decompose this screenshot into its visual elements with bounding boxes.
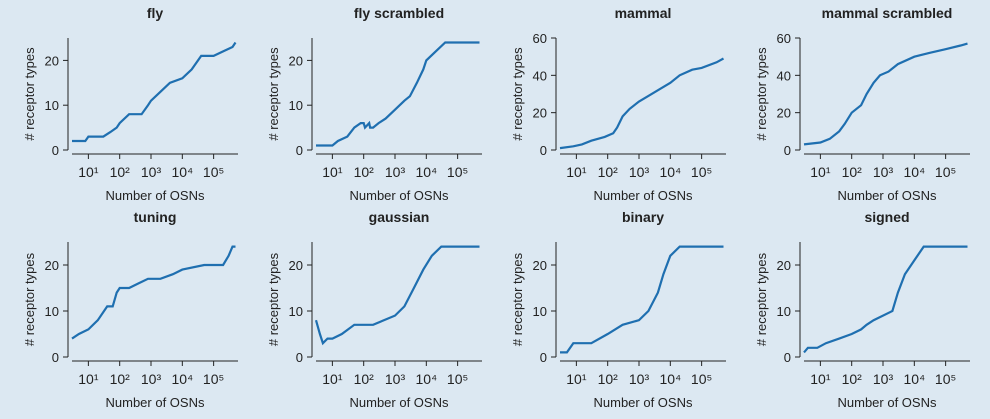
x-tick-label: 10¹ xyxy=(810,371,831,387)
x-tick-label: 10⁵ xyxy=(447,164,468,180)
x-axis-label: Number of OSNs xyxy=(106,395,205,410)
y-axis-label: # receptor types xyxy=(266,47,281,141)
x-tick-label: 10³ xyxy=(629,371,650,387)
y-axis-label: # receptor types xyxy=(22,47,37,141)
x-tick-label: 10² xyxy=(354,371,375,387)
x-tick-label: 10⁵ xyxy=(447,371,468,387)
x-tick-label: 10² xyxy=(598,371,619,387)
y-tick-label: 0 xyxy=(784,143,791,158)
y-axis-label: # receptor types xyxy=(754,252,769,346)
subplot-title: mammal xyxy=(615,5,672,21)
x-axis-label: Number of OSNs xyxy=(106,188,205,203)
x-tick-label: 10⁴ xyxy=(904,164,926,180)
x-tick-label: 10² xyxy=(354,164,375,180)
x-tick-label: 10⁵ xyxy=(691,371,712,387)
x-tick-label: 10⁴ xyxy=(416,371,438,387)
y-tick-label: 0 xyxy=(540,350,547,365)
x-tick-label: 10¹ xyxy=(78,371,99,387)
y-axis-label: # receptor types xyxy=(510,47,525,141)
subplot-title: mammal scrambled xyxy=(822,5,953,21)
data-line xyxy=(71,245,236,340)
y-axis-label: # receptor types xyxy=(22,252,37,346)
y-tick-label: 10 xyxy=(533,304,547,319)
y-tick-label: 10 xyxy=(45,304,59,319)
subplot-title: tuning xyxy=(134,209,177,225)
x-tick-label: 10⁴ xyxy=(172,371,194,387)
y-tick-label: 10 xyxy=(45,98,59,113)
y-tick-label: 20 xyxy=(45,53,59,68)
x-tick-label: 10³ xyxy=(385,164,406,180)
x-tick-label: 10⁵ xyxy=(203,371,224,387)
x-axis-label: Number of OSNs xyxy=(838,188,937,203)
x-axis-label: Number of OSNs xyxy=(594,188,693,203)
y-tick-label: 0 xyxy=(52,143,59,158)
x-axis-label: Number of OSNs xyxy=(594,395,693,410)
x-tick-label: 10¹ xyxy=(78,164,99,180)
x-axis-label: Number of OSNs xyxy=(350,188,449,203)
data-line xyxy=(72,41,237,143)
data-line xyxy=(314,245,480,346)
y-tick-label: 20 xyxy=(777,258,791,273)
y-tick-label: 20 xyxy=(533,106,547,121)
x-tick-label: 10⁵ xyxy=(935,371,956,387)
x-tick-label: 10² xyxy=(598,164,619,180)
y-tick-label: 10 xyxy=(289,304,303,319)
y-tick-label: 20 xyxy=(777,106,791,121)
x-tick-label: 10¹ xyxy=(566,371,587,387)
x-tick-label: 10⁴ xyxy=(904,371,926,387)
x-tick-label: 10⁴ xyxy=(416,164,438,180)
subplot-title: fly scrambled xyxy=(354,5,444,21)
subplot-title: signed xyxy=(864,209,909,225)
x-tick-label: 10³ xyxy=(873,371,894,387)
subplot-title: gaussian xyxy=(369,209,430,225)
data-line xyxy=(560,245,724,354)
y-tick-label: 20 xyxy=(289,53,303,68)
x-axis-label: Number of OSNs xyxy=(350,395,449,410)
data-line xyxy=(559,57,725,150)
x-tick-label: 10³ xyxy=(141,371,162,387)
y-axis-label: # receptor types xyxy=(266,252,281,346)
y-tick-label: 10 xyxy=(289,98,303,113)
y-axis-label: # receptor types xyxy=(510,252,525,346)
x-tick-label: 10¹ xyxy=(810,164,831,180)
subplot-title: binary xyxy=(622,209,664,225)
x-tick-label: 10³ xyxy=(141,164,162,180)
y-tick-label: 40 xyxy=(777,68,791,83)
y-tick-label: 0 xyxy=(540,143,547,158)
y-tick-label: 60 xyxy=(533,31,547,46)
x-tick-label: 10² xyxy=(842,164,863,180)
y-tick-label: 40 xyxy=(533,68,547,83)
subplot-title: fly xyxy=(147,5,164,21)
x-tick-label: 10⁴ xyxy=(660,371,682,387)
x-tick-label: 10⁵ xyxy=(935,164,956,180)
x-tick-label: 10⁴ xyxy=(172,164,194,180)
x-tick-label: 10³ xyxy=(629,164,650,180)
x-axis-label: Number of OSNs xyxy=(838,395,937,410)
data-line xyxy=(316,41,480,147)
y-tick-label: 0 xyxy=(52,350,59,365)
x-tick-label: 10⁵ xyxy=(691,164,712,180)
y-tick-label: 0 xyxy=(296,350,303,365)
y-tick-label: 0 xyxy=(784,350,791,365)
y-tick-label: 60 xyxy=(777,31,791,46)
y-tick-label: 20 xyxy=(45,258,59,273)
y-tick-label: 20 xyxy=(289,258,303,273)
x-tick-label: 10¹ xyxy=(566,164,587,180)
x-tick-label: 10¹ xyxy=(322,371,343,387)
x-tick-label: 10⁴ xyxy=(660,164,682,180)
x-tick-label: 10² xyxy=(842,371,863,387)
y-tick-label: 10 xyxy=(777,304,791,319)
x-tick-label: 10³ xyxy=(873,164,894,180)
y-axis-label: # receptor types xyxy=(754,47,769,141)
x-tick-label: 10⁵ xyxy=(203,164,224,180)
x-tick-label: 10² xyxy=(110,371,131,387)
data-line xyxy=(803,42,968,146)
y-tick-label: 20 xyxy=(533,258,547,273)
y-tick-label: 0 xyxy=(296,143,303,158)
x-tick-label: 10³ xyxy=(385,371,406,387)
x-tick-label: 10² xyxy=(110,164,131,180)
x-tick-label: 10¹ xyxy=(322,164,343,180)
data-line xyxy=(803,245,968,354)
